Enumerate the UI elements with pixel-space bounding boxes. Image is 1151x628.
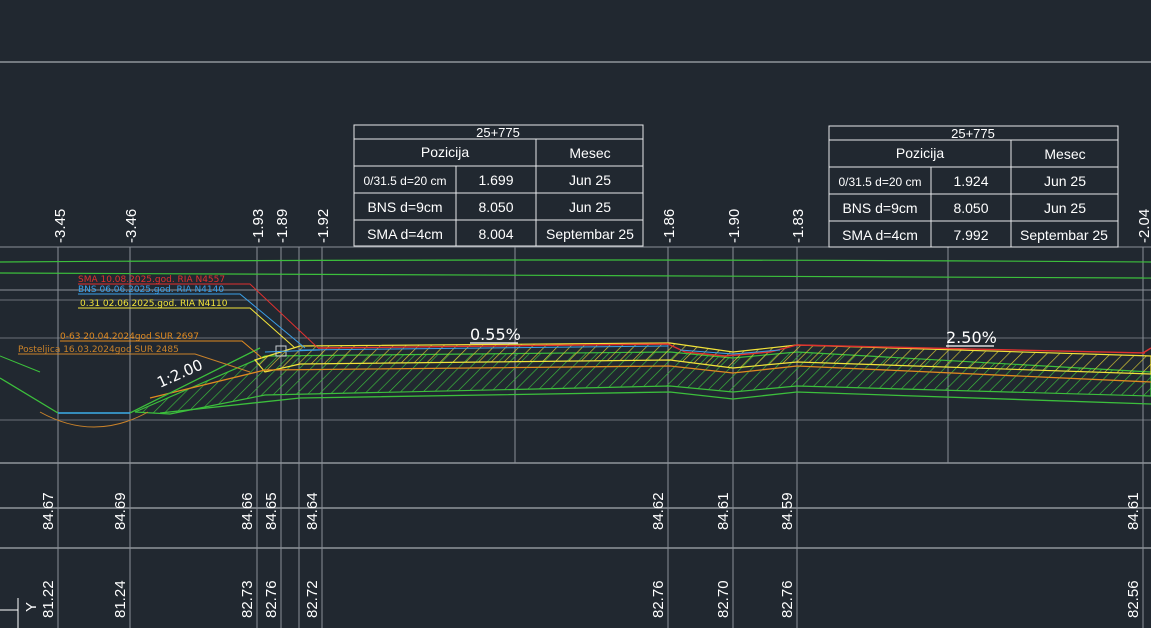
- station-table-right: [828, 125, 1119, 248]
- vertical-grid: [57, 247, 1144, 628]
- elevation-top: 84.66: [239, 492, 256, 530]
- layer-label-bns: BNS 06.06.2025.god. RIA N4140: [78, 285, 224, 295]
- elevation-top: 84.62: [650, 492, 667, 530]
- layer-label-sma: SMA 10.08.2025.god. RIA N4557: [78, 275, 225, 285]
- axis-marker: Y: [0, 598, 40, 628]
- elevation-bottom: 82.56: [1125, 580, 1142, 618]
- table-right-header-month: Mesec: [1044, 146, 1085, 162]
- table-right-row-month: Septembar 25: [1020, 227, 1108, 243]
- table-right-row-label: 0/31.5 d=20 cm: [838, 175, 921, 189]
- table-left-row-value: 8.050: [478, 199, 513, 215]
- band-lines: [0, 246, 1151, 549]
- table-left-row-label: 0/31.5 d=20 cm: [363, 174, 446, 188]
- axis-marker-label: Y: [23, 602, 40, 612]
- reference-lines: [0, 259, 1151, 279]
- offset-label: -1.83: [790, 209, 807, 243]
- elevation-top: 84.61: [1125, 492, 1142, 530]
- offset-label: -3.46: [123, 209, 140, 243]
- elevation-top: 84.69: [112, 492, 129, 530]
- offset-labels: -3.45 -3.46 -1.93 -1.89 -1.92 -1.86 -1.9…: [52, 209, 1151, 243]
- table-left-row-label: BNS d=9cm: [367, 199, 442, 215]
- leader-lines: [18, 283, 319, 373]
- layer-label-posteljica: Posteljica 16.03.2024god SUR 2485: [18, 345, 179, 355]
- table-right-row-value: 8.050: [953, 200, 988, 216]
- elevation-bottom: 82.76: [779, 580, 796, 618]
- elevation-top: 84.67: [40, 492, 57, 530]
- table-left-row-value: 8.004: [478, 226, 513, 242]
- curb-detail: [264, 345, 321, 357]
- offset-label: -2.04: [1136, 209, 1151, 243]
- elevation-top: 84.64: [304, 492, 321, 530]
- elevation-bottom: 82.73: [239, 580, 256, 618]
- elevation-bottom: 81.24: [112, 580, 129, 618]
- elevation-bottom-labels: 81.22 81.24 82.73 82.76 82.72 82.76 82.7…: [40, 580, 1142, 618]
- table-right-station: 25+775: [951, 126, 995, 141]
- elevation-bottom: 81.22: [40, 580, 57, 618]
- offset-label: -1.89: [274, 209, 291, 243]
- elevation-top: 84.61: [715, 492, 732, 530]
- elevation-top: 84.65: [263, 492, 280, 530]
- table-right-row-label: SMA d=4cm: [842, 227, 918, 243]
- offset-label: -1.86: [661, 209, 678, 243]
- table-left-row-month: Jun 25: [569, 172, 611, 188]
- table-left-header-month: Mesec: [569, 145, 610, 161]
- elevation-bottom: 82.70: [715, 580, 732, 618]
- ditch: [0, 347, 261, 428]
- table-left-row-month: Jun 25: [569, 199, 611, 215]
- offset-label: -1.92: [315, 209, 332, 243]
- table-left-row-month: Septembar 25: [546, 226, 634, 242]
- road-layers: [134, 342, 1151, 415]
- offset-label: -1.93: [250, 209, 267, 243]
- elevation-bottom: 82.76: [263, 580, 280, 618]
- table-right-row-month: Jun 25: [1044, 173, 1086, 189]
- table-right-row-label: BNS d=9cm: [842, 200, 917, 216]
- table-left-station: 25+775: [476, 125, 520, 140]
- elevation-top: 84.59: [779, 492, 796, 530]
- table-left-row-label: SMA d=4cm: [367, 226, 443, 242]
- grade-left: 0.55%: [470, 325, 521, 344]
- table-right-header-position: Pozicija: [896, 145, 944, 161]
- table-left-header-position: Pozicija: [421, 144, 469, 160]
- table-left-row-value: 1.699: [478, 172, 513, 188]
- table-right-row-month: Jun 25: [1044, 200, 1086, 216]
- elevation-bottom: 82.76: [650, 580, 667, 618]
- layer-label-031: 0.31 02.06.2025.god. RIA N4110: [80, 299, 228, 309]
- offset-label: -1.90: [726, 209, 743, 243]
- table-right-row-value: 1.924: [953, 173, 988, 189]
- station-table-left: [353, 124, 644, 247]
- table-right-row-value: 7.992: [953, 227, 988, 243]
- offset-label: -3.45: [52, 209, 69, 243]
- grade-right: 2.50%: [946, 328, 997, 347]
- elevation-bottom: 82.72: [304, 580, 321, 618]
- elevation-top-labels: 84.67 84.69 84.66 84.65 84.64 84.62 84.6…: [40, 492, 1142, 530]
- layer-label-063: 0-63 20.04.2024god SUR 2697: [60, 332, 199, 342]
